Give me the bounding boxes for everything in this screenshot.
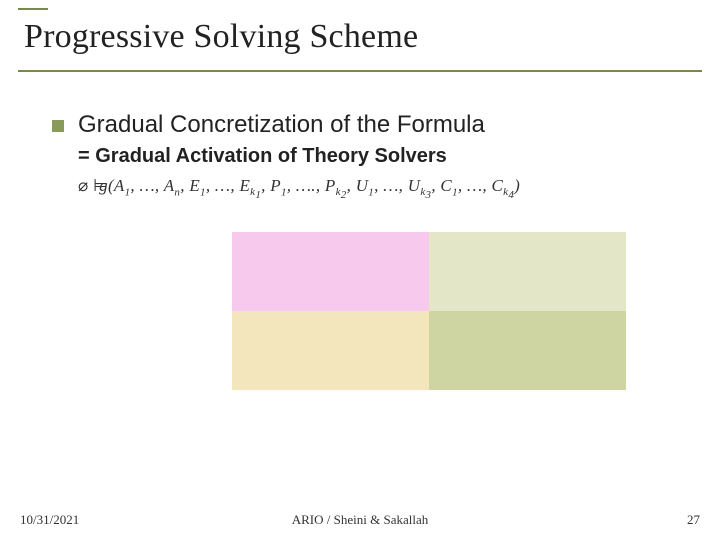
- slide: Progressive Solving Scheme Gradual Concr…: [0, 0, 720, 540]
- grid-cell-top-left: [232, 232, 429, 311]
- formula-body: g(A1, …, An, E1, …, Ek1, P1, …., Pk2, U1…: [95, 176, 521, 195]
- slide-title: Progressive Solving Scheme: [18, 8, 702, 70]
- footer-center: ARIO / Sheini & Sakallah: [0, 512, 720, 528]
- grid-cell-bottom-left: [232, 311, 429, 390]
- bullet-text: Gradual Concretization of the Formula: [78, 111, 485, 139]
- title-rule: Progressive Solving Scheme: [18, 8, 702, 72]
- sub-line: = Gradual Activation of Theory Solvers: [78, 145, 680, 168]
- formula-line: ⌀ ⊨ g(A1, …, An, E1, …, Ek1, P1, …., Pk2…: [78, 176, 680, 202]
- grid-cell-top-right: [429, 232, 626, 311]
- slide-footer: 10/31/2021 ARIO / Sheini & Sakallah 27: [0, 512, 720, 528]
- square-bullet-icon: [52, 120, 64, 132]
- formula-prefix-symbols: ⌀ ⊨: [78, 176, 90, 196]
- footer-page: 27: [687, 512, 700, 528]
- grid-cell-bottom-right: [429, 311, 626, 390]
- bullet-item: Gradual Concretization of the Formula: [52, 110, 680, 139]
- footer-date: 10/31/2021: [20, 512, 79, 528]
- color-grid: [232, 232, 626, 390]
- slide-body: Gradual Concretization of the Formula = …: [52, 110, 680, 202]
